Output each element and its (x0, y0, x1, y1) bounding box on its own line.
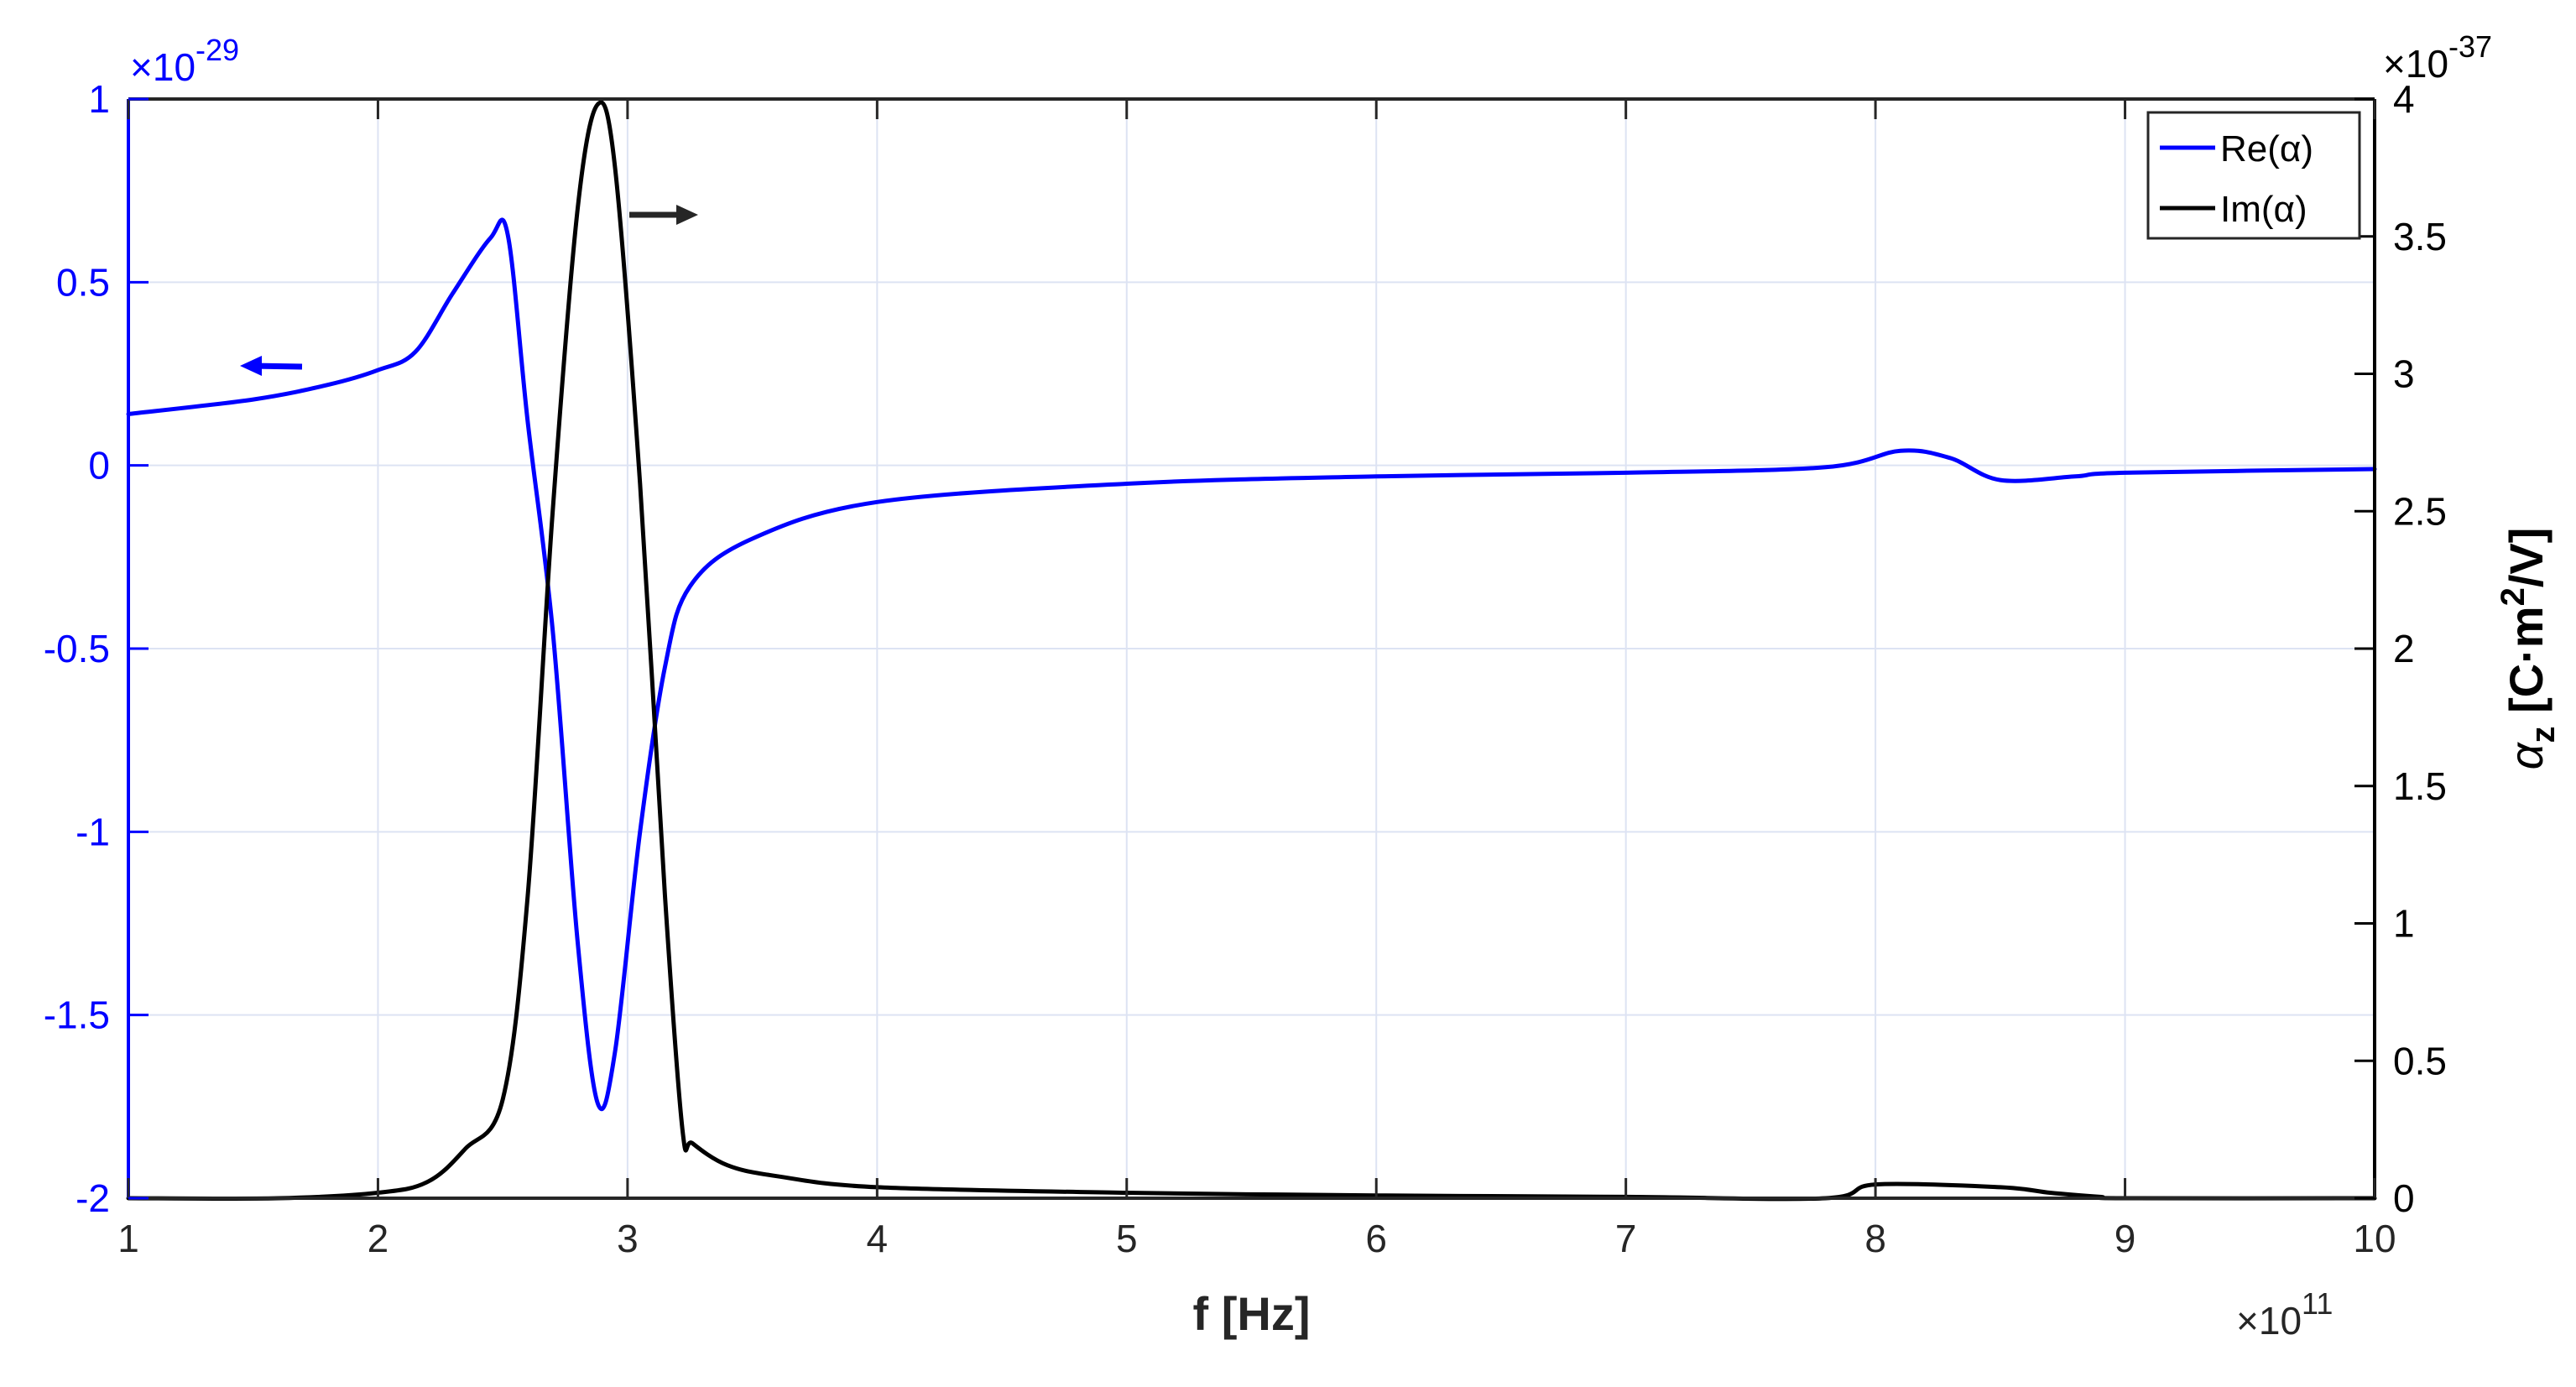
series-line-re-alpha (126, 217, 2377, 1112)
y-right-multiplier: ×10-37 (2383, 29, 2492, 86)
y-right-multiplier-base: ×10 (2383, 42, 2448, 86)
grid-layer (128, 98, 2375, 1199)
y-right-title-sup: 2 (2495, 587, 2532, 606)
y-left-multiplier-base: ×10 (130, 45, 196, 89)
y-right-tick-label: 0.5 (2393, 1039, 2447, 1082)
y-right-title-sub: z (2525, 726, 2562, 743)
tick-layer: 1 2 3 4 5 6 7 8 9 10-2-1.5-1-0.500.5100.511.522.5… (44, 77, 2447, 1260)
y-right-tick-label: 2 (2393, 627, 2415, 670)
y-right-tick-label: 0 (2393, 1176, 2415, 1220)
x-tick-label: 1 (117, 1217, 139, 1260)
x-tick-label: 10 (2353, 1217, 2396, 1260)
y-right-tick-label: 3.5 (2393, 215, 2447, 258)
y-left-multiplier-exponent: -29 (196, 33, 239, 67)
x-tick-label: 4 (867, 1217, 889, 1260)
x-tick-label: 6 (1365, 1217, 1387, 1260)
x-tick-label: 8 (1864, 1217, 1886, 1260)
y-left-tick-label: 0 (88, 444, 110, 488)
y-right-tick-label: 1.5 (2393, 764, 2447, 808)
x-multiplier-exponent: 11 (2302, 1286, 2333, 1321)
y-left-tick-label: -1 (76, 810, 110, 853)
y-right-axis-title: αz [C·m2/V] (2495, 528, 2562, 770)
x-tick-label: 9 (2115, 1217, 2136, 1260)
y-left-tick-label: 0.5 (56, 260, 110, 304)
y-left-tick-label: -0.5 (44, 627, 110, 670)
x-multiplier: ×1011 (2236, 1286, 2333, 1343)
x-multiplier-base: ×10 (2236, 1299, 2302, 1343)
series-layer (126, 100, 2377, 1202)
legend-box (2146, 111, 2361, 240)
series-line-im-alpha (126, 100, 2377, 1202)
legend-layer: Re(α) Im(α) (2146, 111, 2361, 240)
x-axis-title: f [Hz] (1193, 1287, 1311, 1340)
y-left-tick-label: -1.5 (44, 993, 110, 1037)
y-right-tick-label: 1 (2393, 902, 2415, 946)
y-right-title-text1: [C·m (2500, 606, 2553, 726)
legend-label-im-alpha: Im(α) (2220, 189, 2307, 230)
y-left-tick-label: -2 (76, 1176, 110, 1220)
left-axis-arrow-head (240, 356, 262, 376)
y-right-multiplier-exponent: -37 (2448, 29, 2492, 64)
x-tick-label: 3 (617, 1217, 639, 1260)
y-right-tick-label: 3 (2393, 352, 2415, 396)
y-right-tick-label: 2.5 (2393, 489, 2447, 533)
x-tick-label: 5 (1116, 1217, 1138, 1260)
x-tick-label: 2 (368, 1217, 389, 1260)
y-left-multiplier: ×10-29 (130, 33, 239, 89)
y-left-tick-label: 1 (88, 77, 110, 121)
right-axis-arrow-head (676, 205, 698, 225)
y-right-title-alpha: α (2500, 741, 2553, 769)
x-tick-label: 7 (1615, 1217, 1637, 1260)
y-right-tick-label: 4 (2393, 77, 2415, 121)
y-right-title-text2: /V] (2500, 528, 2553, 588)
legend-label-re-alpha: Re(α) (2220, 128, 2313, 169)
